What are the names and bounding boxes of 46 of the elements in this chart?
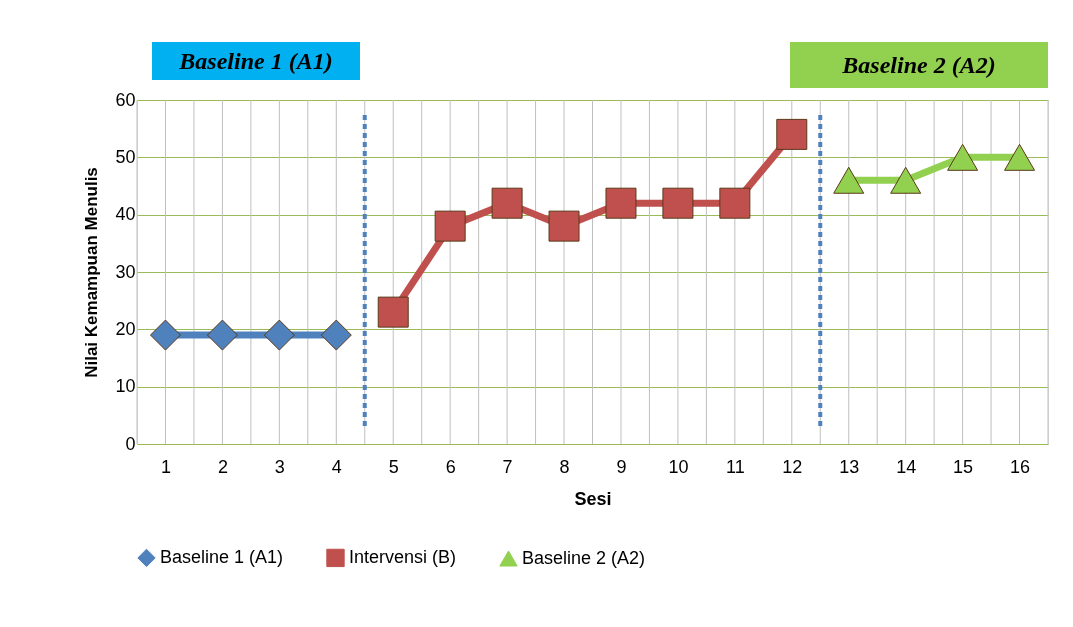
y-tick-label: 50: [115, 146, 136, 167]
x-tick-label: 2: [217, 456, 228, 477]
x-tick-label: 3: [274, 456, 285, 477]
y-tick-label: 10: [115, 376, 136, 397]
y-tick-label: 20: [115, 318, 136, 339]
y-tick-label: 0: [125, 433, 136, 454]
point: [149, 319, 181, 351]
point: [548, 210, 580, 242]
x-tick-label: 1: [160, 456, 171, 477]
point: [206, 319, 238, 351]
point: [833, 166, 865, 194]
point: [605, 187, 637, 219]
y-tick-label: 40: [115, 204, 136, 225]
point: [1004, 143, 1036, 171]
x-tick-label: 5: [388, 456, 399, 477]
point: [377, 296, 409, 328]
x-tick-label: 7: [502, 456, 513, 477]
x-tick-label: 14: [896, 456, 917, 477]
point: [434, 210, 466, 242]
point: [320, 319, 352, 351]
x-axis-title: Sesi: [574, 488, 612, 509]
y-tick-label: 60: [115, 89, 136, 110]
x-tick-label: 6: [445, 456, 456, 477]
point: [263, 319, 295, 351]
x-tick-label: 15: [953, 456, 974, 477]
x-tick-label: 10: [668, 456, 689, 477]
point: [890, 166, 922, 194]
text: Baseline 2 (A2): [841, 52, 996, 78]
x-tick-label: 8: [559, 456, 570, 477]
text: Baseline 1 (A1): [178, 48, 333, 74]
x-tick-label: 9: [616, 456, 627, 477]
x-tick-label: 11: [726, 456, 745, 477]
legend-label: Baseline 2 (A2): [522, 547, 646, 568]
point: [947, 143, 979, 171]
point: [719, 187, 751, 219]
y-axis-title: Nilai Kemampuan Menulis: [82, 167, 102, 378]
x-tick-label: 4: [331, 456, 342, 477]
point: [491, 187, 523, 219]
x-tick-label: 16: [1010, 456, 1031, 477]
x-tick-label: 13: [839, 456, 860, 477]
point: [662, 187, 694, 219]
point: [776, 118, 808, 150]
x-tick-label: 12: [782, 456, 803, 477]
legend-label: Intervensi (B): [349, 546, 457, 567]
legend-label: Baseline 1 (A1): [160, 546, 284, 567]
y-tick-label: 30: [115, 261, 136, 282]
